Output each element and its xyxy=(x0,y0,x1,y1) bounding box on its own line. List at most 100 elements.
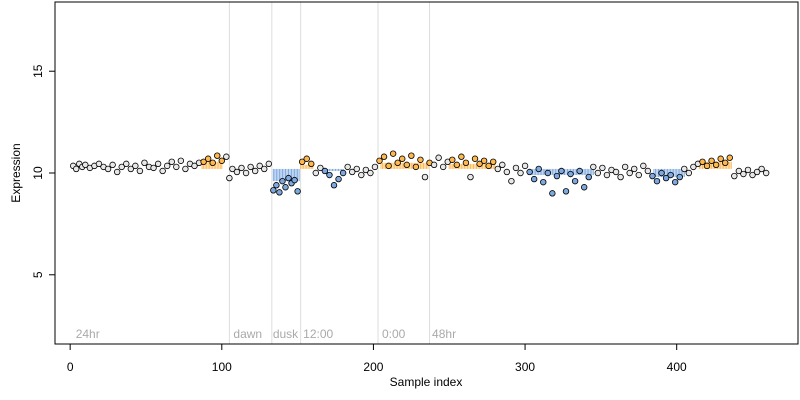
data-point-134 xyxy=(658,169,665,177)
data-point-60 xyxy=(321,167,329,175)
data-point-119 xyxy=(590,163,597,171)
data-point-139 xyxy=(681,165,688,173)
data-point-14 xyxy=(127,165,135,173)
data-point-33 xyxy=(214,152,221,159)
phase-label-5: 48hr xyxy=(432,327,456,341)
data-point-102 xyxy=(512,164,520,172)
data-point-53 xyxy=(291,176,298,184)
data-point-72 xyxy=(376,157,383,164)
data-point-71 xyxy=(371,163,379,171)
data-point-31 xyxy=(204,155,212,162)
data-point-62 xyxy=(330,182,338,189)
data-point-138 xyxy=(676,173,683,181)
data-point-149 xyxy=(726,154,733,161)
data-point-80 xyxy=(412,163,420,171)
data-point-1 xyxy=(73,165,80,173)
data-point-126 xyxy=(621,163,629,171)
data-point-68 xyxy=(358,171,365,179)
data-point-28 xyxy=(191,162,198,170)
data-point-141 xyxy=(690,163,697,171)
data-point-133 xyxy=(653,177,661,185)
data-point-98 xyxy=(494,165,501,173)
data-point-115 xyxy=(571,177,579,185)
data-point-74 xyxy=(385,162,392,170)
data-point-124 xyxy=(612,168,620,176)
data-point-49 xyxy=(279,177,286,185)
data-point-117 xyxy=(580,184,588,191)
data-point-112 xyxy=(558,167,565,175)
data-point-35 xyxy=(223,153,230,160)
data-point-94 xyxy=(476,160,483,168)
data-point-122 xyxy=(603,171,611,179)
data-point-93 xyxy=(471,155,479,162)
data-point-56 xyxy=(303,155,310,162)
data-point-99 xyxy=(499,161,506,169)
data-point-101 xyxy=(508,177,515,185)
data-point-70 xyxy=(367,169,374,177)
data-point-103 xyxy=(517,169,524,177)
data-point-4 xyxy=(82,161,89,169)
data-point-30 xyxy=(200,158,207,166)
data-point-129 xyxy=(635,171,642,179)
data-point-114 xyxy=(567,170,574,178)
data-point-9 xyxy=(104,165,112,173)
y-tick-label-2: 15 xyxy=(31,64,45,78)
x-tick-label-1: 100 xyxy=(212,360,232,374)
data-point-153 xyxy=(744,166,752,174)
data-point-140 xyxy=(685,169,693,177)
data-point-41 xyxy=(247,163,254,171)
data-point-48 xyxy=(276,189,283,196)
data-point-47 xyxy=(273,182,280,189)
y-tick-label-1: 10 xyxy=(31,166,45,180)
data-point-155 xyxy=(753,168,761,176)
data-points xyxy=(69,150,770,197)
data-point-57 xyxy=(308,160,315,168)
data-point-10 xyxy=(109,161,116,169)
data-point-104 xyxy=(521,162,529,170)
data-point-144 xyxy=(703,162,711,170)
phase-label-0: 24hr xyxy=(76,327,100,341)
data-point-23 xyxy=(168,158,175,166)
data-point-40 xyxy=(242,169,250,177)
data-point-151 xyxy=(735,167,743,175)
data-point-147 xyxy=(717,155,724,162)
data-point-34 xyxy=(218,157,225,164)
data-point-73 xyxy=(380,153,388,160)
data-point-100 xyxy=(503,168,511,176)
data-point-77 xyxy=(399,155,406,162)
data-point-81 xyxy=(417,156,424,163)
data-point-36 xyxy=(226,174,233,182)
data-point-86 xyxy=(439,163,447,171)
data-point-150 xyxy=(731,172,738,180)
data-point-157 xyxy=(762,169,770,177)
data-point-61 xyxy=(326,171,333,179)
data-point-55 xyxy=(298,158,306,166)
data-point-130 xyxy=(640,162,647,170)
data-point-90 xyxy=(458,153,465,160)
phase-labels: 24hr dawn dusk 12:00 0:00 48hr xyxy=(76,327,456,341)
data-point-59 xyxy=(317,164,324,172)
data-point-25 xyxy=(177,157,185,164)
data-point-156 xyxy=(758,165,765,173)
data-point-22 xyxy=(164,162,171,170)
data-point-51 xyxy=(285,174,292,182)
data-point-110 xyxy=(549,190,556,197)
phase-label-4: 0:00 xyxy=(382,327,406,341)
x-tick-label-4: 400 xyxy=(667,360,687,374)
x-tick-label-3: 300 xyxy=(515,360,535,374)
data-point-118 xyxy=(585,173,592,181)
x-axis: 0 100 200 300 400 xyxy=(67,344,687,374)
data-point-12 xyxy=(118,163,125,171)
data-point-43 xyxy=(256,162,263,170)
data-point-135 xyxy=(662,174,670,182)
data-point-67 xyxy=(353,165,360,173)
data-point-145 xyxy=(708,157,715,164)
data-point-46 xyxy=(270,187,277,194)
x-tick-label-2: 200 xyxy=(363,360,383,374)
data-point-92 xyxy=(467,173,474,181)
data-point-65 xyxy=(344,163,351,171)
data-point-50 xyxy=(282,184,289,191)
data-point-107 xyxy=(535,165,542,173)
x-tick-label-0: 0 xyxy=(67,360,74,374)
